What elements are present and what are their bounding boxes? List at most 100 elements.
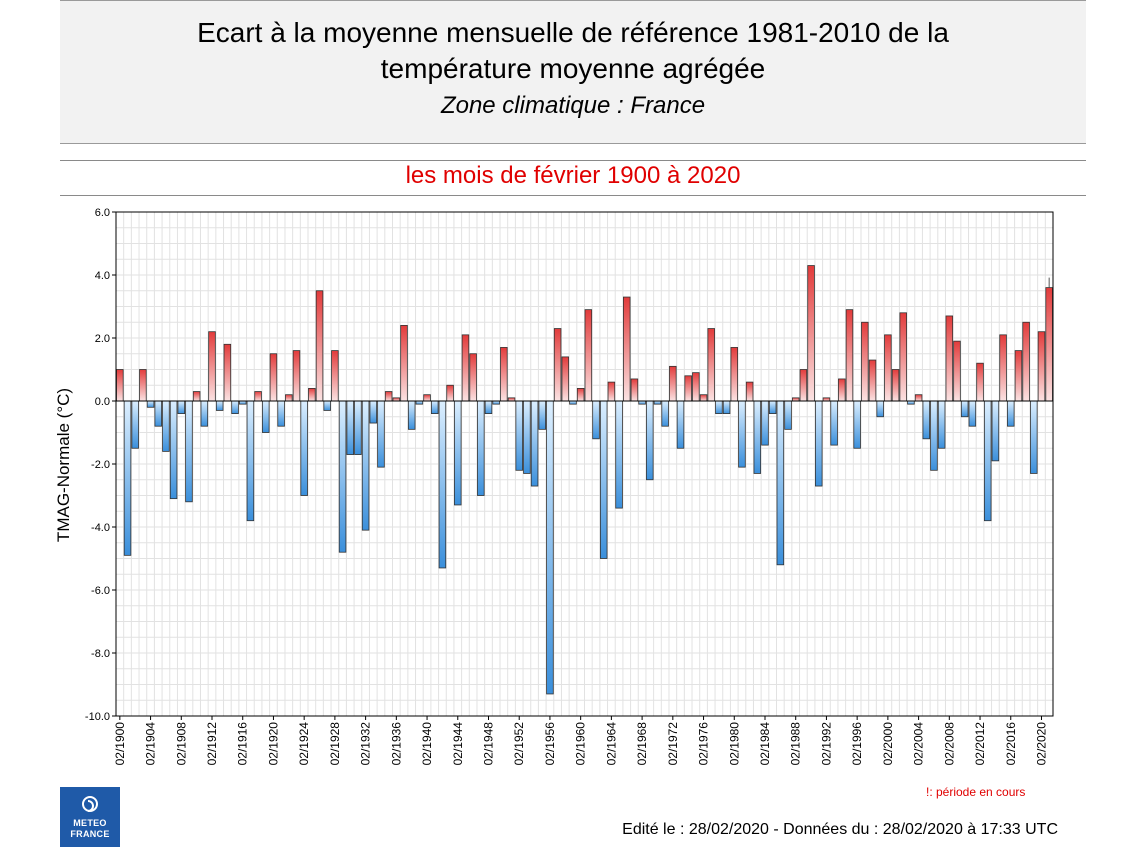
bar-1955 bbox=[538, 400, 546, 430]
bar-2018 bbox=[1022, 321, 1030, 402]
bar-1943 bbox=[446, 384, 454, 402]
x-tick-label: 02/1964 bbox=[604, 722, 618, 766]
bar-1954 bbox=[530, 400, 539, 487]
bar-1952 bbox=[515, 400, 523, 471]
x-tick-label: 02/2016 bbox=[1004, 722, 1018, 766]
bar-1991 bbox=[815, 400, 823, 487]
bar-1938 bbox=[407, 400, 416, 430]
bar-1977 bbox=[707, 328, 715, 402]
bar-1983 bbox=[753, 400, 762, 474]
bar-2016 bbox=[1007, 400, 1015, 427]
bar-1948 bbox=[484, 400, 493, 415]
bar-1945 bbox=[461, 334, 470, 402]
x-tick-label: 02/1940 bbox=[420, 722, 434, 766]
bar-1998 bbox=[868, 359, 877, 402]
bar-1931 bbox=[354, 400, 362, 455]
bar-2019 bbox=[1030, 400, 1038, 474]
x-tick-label: 02/1984 bbox=[758, 722, 772, 766]
bar-1908 bbox=[177, 400, 186, 415]
bar-1993 bbox=[830, 400, 838, 446]
bar-2009 bbox=[953, 340, 961, 402]
bar-2015 bbox=[999, 334, 1007, 402]
bar-1980 bbox=[730, 347, 739, 402]
bar-1960 bbox=[576, 387, 585, 402]
x-tick-label: 02/2004 bbox=[912, 722, 926, 766]
bar-1965 bbox=[615, 400, 623, 509]
bar-1950 bbox=[500, 347, 508, 402]
bar-1929 bbox=[338, 400, 347, 553]
bar-1928 bbox=[331, 350, 339, 402]
bar-1903 bbox=[139, 369, 147, 402]
bar-1909 bbox=[185, 400, 193, 503]
bar-1995 bbox=[845, 309, 854, 402]
edit-date-note: Edité le : 28/02/2020 - Données du : 28/… bbox=[622, 821, 1058, 838]
y-tick-label: -8.0 bbox=[91, 648, 110, 660]
chart-subtitle: les mois de février 1900 à 2020 bbox=[405, 162, 741, 189]
bar-1901 bbox=[123, 400, 132, 556]
bar-1907 bbox=[169, 400, 178, 500]
x-tick-label: 02/1920 bbox=[266, 722, 280, 766]
bar-1974 bbox=[684, 375, 692, 402]
bar-1982 bbox=[745, 381, 754, 402]
x-tick-label: 02/1936 bbox=[389, 722, 403, 766]
bar-1911 bbox=[200, 400, 209, 427]
bar-1971 bbox=[661, 400, 669, 427]
x-tick-label: 02/2020 bbox=[1034, 722, 1048, 766]
bar-1975 bbox=[692, 372, 700, 402]
y-tick-label: -4.0 bbox=[91, 522, 110, 534]
chart-title-line1: Ecart à la moyenne mensuelle de référenc… bbox=[197, 17, 949, 48]
bar-1919 bbox=[262, 400, 270, 433]
y-tick-label: 0.0 bbox=[95, 396, 110, 408]
climate-zone-label: Zone climatique : France bbox=[440, 92, 706, 119]
y-tick-label: 6.0 bbox=[95, 207, 110, 219]
x-tick-label: 02/1968 bbox=[635, 722, 649, 766]
bar-2020 bbox=[1037, 331, 1046, 402]
bar-1972 bbox=[669, 365, 677, 402]
bar-1917 bbox=[246, 400, 255, 522]
y-tick-label: -2.0 bbox=[91, 459, 110, 471]
bar-1941 bbox=[430, 400, 439, 415]
x-tick-label: 02/1952 bbox=[512, 722, 526, 766]
x-tick-label: 02/1956 bbox=[543, 722, 557, 766]
bar-1918 bbox=[254, 391, 262, 402]
bar-1987 bbox=[784, 400, 792, 430]
bar-1944 bbox=[454, 400, 462, 506]
x-tick-label: 02/1976 bbox=[697, 722, 711, 766]
bar-1985 bbox=[768, 400, 777, 415]
bar-1905 bbox=[154, 400, 162, 427]
bar-1904 bbox=[146, 400, 155, 408]
bar-2017 bbox=[1014, 350, 1023, 402]
bar-1924 bbox=[300, 400, 308, 496]
bar-1997 bbox=[861, 321, 869, 402]
bar-1976 bbox=[699, 394, 708, 402]
x-tick-label: 02/2012 bbox=[973, 722, 987, 766]
x-tick-label: 02/1960 bbox=[574, 722, 588, 766]
x-tick-label: 02/2000 bbox=[881, 722, 895, 766]
chart-header: Ecart à la moyenne mensuelle de référenc… bbox=[60, 0, 1086, 144]
bar-2000 bbox=[884, 334, 892, 402]
bar-1925 bbox=[308, 387, 316, 402]
bar-1902 bbox=[131, 400, 139, 449]
x-tick-label: 02/1928 bbox=[328, 722, 342, 766]
bar-1922 bbox=[285, 394, 293, 402]
bar-1946 bbox=[469, 353, 477, 402]
bar-1956 bbox=[546, 400, 554, 695]
bar-1994 bbox=[838, 378, 846, 402]
bar-1937 bbox=[400, 324, 408, 402]
bar-1942 bbox=[438, 400, 447, 569]
bar-1969 bbox=[646, 400, 654, 481]
bar-1957 bbox=[553, 328, 562, 402]
bar-1966 bbox=[623, 296, 631, 402]
meteo-france-logo: METEO FRANCE bbox=[60, 787, 120, 847]
bar-2008 bbox=[945, 315, 954, 402]
x-tick-label: 02/1992 bbox=[819, 722, 833, 766]
bar-1926 bbox=[315, 290, 324, 402]
bar-1961 bbox=[584, 309, 593, 402]
bar-1913 bbox=[215, 400, 224, 411]
x-tick-label: 02/1996 bbox=[850, 722, 864, 766]
x-tick-label: 02/1988 bbox=[789, 722, 803, 766]
bar-1900 bbox=[116, 369, 124, 402]
bar-2007 bbox=[937, 400, 946, 449]
logo-text-meteo: METEO bbox=[73, 818, 107, 828]
